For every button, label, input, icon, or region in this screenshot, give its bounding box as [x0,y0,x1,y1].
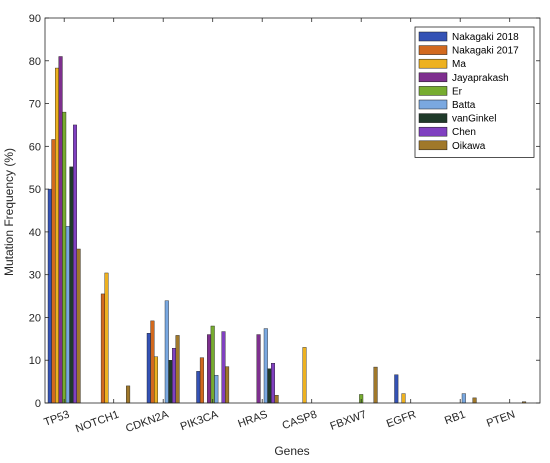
bar-pik3ca-batta [214,374,219,404]
x-tick-label-cdkn2a: CDKN2A [124,408,171,435]
bar-tp53-batta [65,226,70,404]
bar-cdkn2a-ma [153,356,158,404]
legend-swatch-er [418,86,448,96]
bar-egfr-nakagaki-2018 [394,374,399,404]
bar-tp53-nakagaki-2018 [47,188,52,404]
legend: Nakagaki 2018 Nakagaki 2017 Ma Jayaprakash E… [414,26,535,158]
bar-tp53-nakagaki-2017 [51,139,56,404]
y-tick-label: 70 [29,99,41,111]
bar-tp53-oikawa [76,248,81,404]
y-tick-label: 30 [29,270,41,282]
bar-notch1-nakagaki-2017 [100,293,105,404]
bar-tp53-ma [55,67,60,404]
bar-tp53-chen [72,124,77,404]
legend-label-chen: Chen [452,127,476,138]
legend-swatch-jayaprakash [418,72,448,83]
bar-fbxw7-oikawa [373,366,378,404]
y-tick-label: 20 [29,312,41,324]
bar-hras-jayaprakash [256,334,261,404]
legend-label-oikawa: Oikawa [452,141,486,152]
bar-pik3ca-er [210,325,215,404]
legend-swatch-ma [418,58,448,69]
bar-notch1-oikawa [126,385,131,404]
bar-pik3ca-oikawa [225,366,230,404]
bar-rb1-oikawa [472,397,477,404]
x-tick-label-tp53: TP53 [42,409,71,429]
bar-casp8-ma [302,347,307,404]
bar-pik3ca-chen [221,331,226,404]
y-tick-label: 10 [29,355,41,367]
x-tick-label-egfr: EGFR [385,409,418,431]
x-tick-label-pik3ca: PIK3CA [179,408,220,433]
bar-rb1-batta [461,393,466,404]
bar-hras-vanginkel [267,368,272,404]
x-tick-label-pten: PTEN [485,409,517,430]
y-tick-label: 80 [29,56,41,68]
y-tick-label: 60 [29,141,41,153]
legend-swatch-nakagaki-2017 [418,45,448,55]
bar-cdkn2a-nakagaki-2018 [146,333,151,404]
bar-hras-chen [271,363,276,404]
y-tick-label: 50 [29,184,41,196]
bars-layer [47,56,527,404]
x-tick-label-notch1: NOTCH1 [74,409,121,436]
bar-cdkn2a-batta [164,300,169,404]
legend-swatch-chen [418,126,448,137]
y-tick-label: 0 [35,398,41,410]
bar-tp53-er [62,111,67,404]
bar-pik3ca-nakagaki-2018 [196,371,201,404]
legend-label-jayaprakash: Jayaprakash [452,73,509,84]
x-tick-label-hras: HRAS [236,409,269,431]
legend-label-er: Er [452,86,463,97]
legend-label-nakagaki-2017: Nakagaki 2017 [452,46,519,57]
legend-swatch-nakagaki-2018 [418,31,448,42]
legend-label-batta: Batta [452,100,476,111]
y-tick-label: 90 [29,13,41,25]
legend-swatch-batta [418,99,448,110]
x-tick-label-rb1: RB1 [443,409,467,428]
bar-cdkn2a-nakagaki-2017 [150,320,155,404]
legend-label-ma: Ma [452,59,466,70]
bar-pik3ca-nakagaki-2017 [199,357,204,404]
bar-cdkn2a-chen [171,348,176,404]
bar-egfr-ma [401,393,406,404]
legend-label-vanginkel: vanGinkel [452,114,496,125]
bar-tp53-vanginkel [69,166,74,404]
x-tick-label-fbxw7: FBXW7 [329,409,369,433]
y-tick-label: 40 [29,227,41,239]
legend-swatch-oikawa [418,140,448,151]
x-tick-label-casp8: CASP8 [281,409,319,433]
legend-swatch-vanginkel [418,113,448,123]
x-axis-label: Genes [274,444,309,458]
bar-pik3ca-jayaprakash [207,334,212,404]
y-axis-label: Mutation Frequency (%) [2,148,16,276]
bar-tp53-jayaprakash [58,56,63,404]
plot-frame [44,17,541,404]
bar-notch1-ma [104,272,109,404]
bar-hras-oikawa [274,395,279,404]
bar-cdkn2a-oikawa [175,335,180,404]
legend-label-nakagaki-2018: Nakagaki 2018 [452,32,519,43]
bar-hras-batta [263,328,268,404]
bar-cdkn2a-vanginkel [168,360,173,404]
